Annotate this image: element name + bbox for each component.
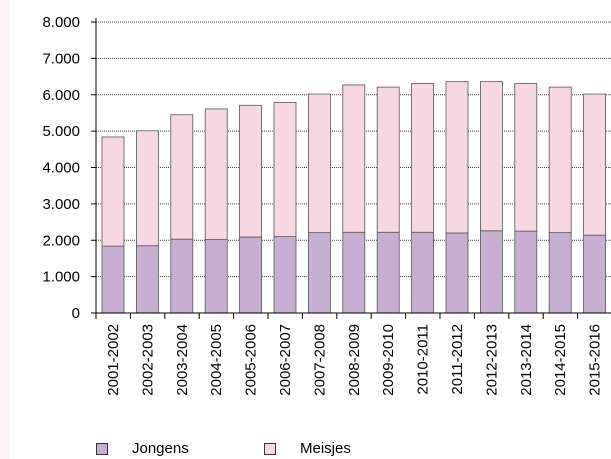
y-tick-labels: 0 1.000 2.000 3.000 4.000 5.000 6.000 7.000 8.00… [42, 14, 80, 322]
bar-segment-meisjes [514, 83, 538, 232]
legend-item-meisjes: Meisjes [264, 440, 351, 457]
y-tick-label: 8.000 [42, 14, 80, 31]
bar-segment-jongens [135, 245, 159, 314]
x-tick-label: 2014-2015 [552, 324, 569, 396]
bar-segment-meisjes [548, 86, 572, 234]
bar-segment-jongens [445, 232, 469, 314]
bar-segment-jongens [239, 236, 263, 314]
bar-segment-meisjes [170, 114, 194, 240]
x-tick-label: 2001-2002 [105, 324, 122, 396]
x-tick-label: 2008-2009 [346, 324, 363, 396]
x-tick-label: 2015-2016 [587, 324, 604, 396]
y-tick-label: 2.000 [42, 232, 80, 249]
legend-item-jongens: Jongens [96, 440, 189, 457]
bar-segment-meisjes [239, 104, 263, 238]
bar-segment-jongens [479, 230, 503, 314]
x-tick-label: 2007-2008 [311, 324, 328, 396]
bar-segment-meisjes [445, 81, 469, 234]
bar-segment-meisjes [135, 130, 159, 247]
x-tick-label: 2010-2011 [415, 324, 432, 395]
x-tick-label: 2013-2014 [518, 324, 535, 396]
y-tick-label: 3.000 [42, 196, 80, 213]
bar-segment-meisjes [342, 84, 366, 233]
bar-segment-jongens [548, 232, 572, 314]
x-tick-label: 2002-2003 [139, 324, 156, 396]
y-tick-label: 4.000 [42, 160, 80, 177]
y-tick-label: 1.000 [42, 269, 80, 286]
legend-label-meisjes: Meisjes [300, 440, 351, 457]
x-tick-label: 2009-2010 [380, 324, 397, 396]
x-tick-labels: 2001-2002 2002-2003 2003-2004 2004-2005 2005… [105, 324, 604, 396]
legend-swatch-jongens [96, 442, 108, 455]
bar-segment-meisjes [101, 136, 125, 247]
bar-segment-jongens [583, 234, 606, 314]
bar-segment-jongens [514, 230, 538, 314]
y-tick-label: 6.000 [42, 87, 80, 104]
bar-segment-jongens [204, 239, 228, 314]
y-tick-label: 7.000 [42, 50, 80, 67]
x-tick-label: 2004-2005 [208, 324, 225, 396]
bar-segment-meisjes [479, 81, 503, 232]
bar-segment-meisjes [273, 101, 297, 238]
bar-segment-meisjes [583, 93, 606, 236]
bar-segment-jongens [170, 238, 194, 314]
bar-segment-jongens [342, 231, 366, 314]
x-tick-label: 2005-2006 [243, 324, 260, 396]
bar-segment-meisjes [204, 108, 228, 240]
y-tick-label: 0 [72, 305, 80, 322]
bar-segment-jongens [307, 232, 331, 314]
bar-segment-jongens [411, 231, 435, 314]
bar-segment-meisjes [411, 83, 435, 233]
x-tick-label: 2006-2007 [277, 324, 294, 396]
x-tick-label: 2012-2013 [483, 324, 500, 396]
left-margin-strip [0, 0, 10, 459]
axes [91, 18, 611, 319]
bar-segment-jongens [376, 231, 400, 314]
bar-segment-jongens [273, 236, 297, 314]
legend-swatch-meisjes [264, 442, 276, 455]
x-tick-label: 2003-2004 [174, 324, 191, 396]
bar-segment-meisjes [376, 86, 400, 233]
legend-label-jongens: Jongens [132, 440, 189, 457]
bar-segment-jongens [101, 245, 125, 314]
bars [101, 81, 606, 314]
y-tick-label: 5.000 [42, 123, 80, 140]
x-tick-label: 2011-2012 [449, 324, 466, 395]
bar-segment-meisjes [307, 93, 331, 234]
